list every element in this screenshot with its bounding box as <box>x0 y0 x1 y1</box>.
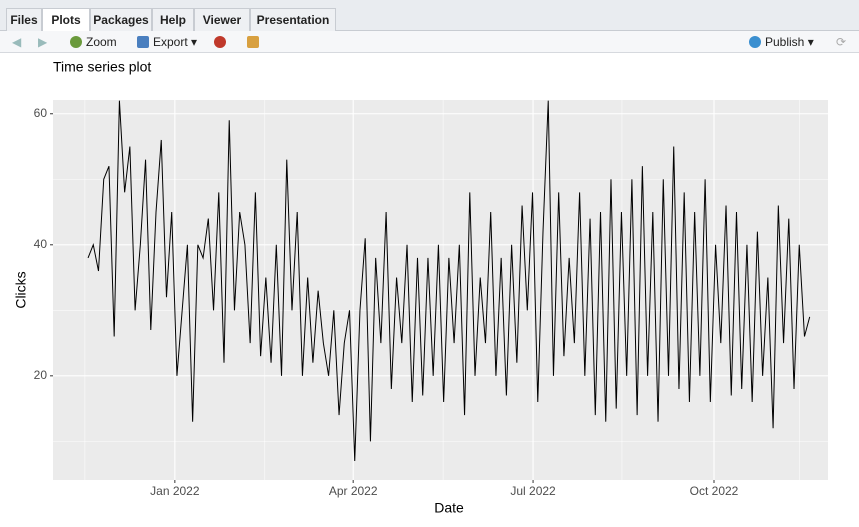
x-tick-label: Jan 2022 <box>150 484 200 498</box>
toolbar: ◀ ▶ Zoom Export ▾ Publish ▾ ⟳ <box>0 31 859 53</box>
clear-plots[interactable] <box>247 35 263 49</box>
export-label: Export <box>153 35 188 49</box>
tab-bar: Files Plots Packages Help Viewer Presentation <box>0 0 859 32</box>
publish-label: Publish <box>765 35 805 49</box>
export-button[interactable]: Export ▾ <box>137 35 197 49</box>
x-axis-label: Date <box>434 500 464 516</box>
chart: 20 40 60 Jan 2022 Apr 2022 Jul 2022 Oct 2022 Ti… <box>13 59 828 516</box>
x-tick-label: Jul 2022 <box>510 484 556 498</box>
tab[interactable]: Plots <box>42 8 90 32</box>
y-tick-label: 40 <box>34 237 48 251</box>
remove-plot[interactable] <box>214 35 230 49</box>
series-line <box>87 100 811 462</box>
chart-title: Time series plot <box>53 59 151 75</box>
zoom-button[interactable]: Zoom <box>70 35 117 49</box>
x-tick-label: Apr 2022 <box>329 484 378 498</box>
y-tick-label: 20 <box>34 368 48 382</box>
tab[interactable]: Viewer <box>194 8 250 31</box>
publish-button[interactable]: Publish ▾ <box>749 35 814 49</box>
tab[interactable]: Presentation <box>250 8 336 31</box>
y-tick-label: 60 <box>34 106 48 120</box>
refresh[interactable]: ⟳ <box>836 35 847 49</box>
tab[interactable]: Help <box>152 8 194 31</box>
x-tick-label: Oct 2022 <box>690 484 739 498</box>
zoom-label: Zoom <box>86 35 117 49</box>
y-axis-label: Clicks <box>13 271 29 308</box>
tab[interactable]: Packages <box>90 8 152 31</box>
back-arrow[interactable]: ◀ <box>12 35 22 49</box>
forward-arrow[interactable]: ▶ <box>38 35 48 49</box>
tab[interactable]: Files <box>6 8 42 31</box>
plot-panel <box>53 100 828 480</box>
